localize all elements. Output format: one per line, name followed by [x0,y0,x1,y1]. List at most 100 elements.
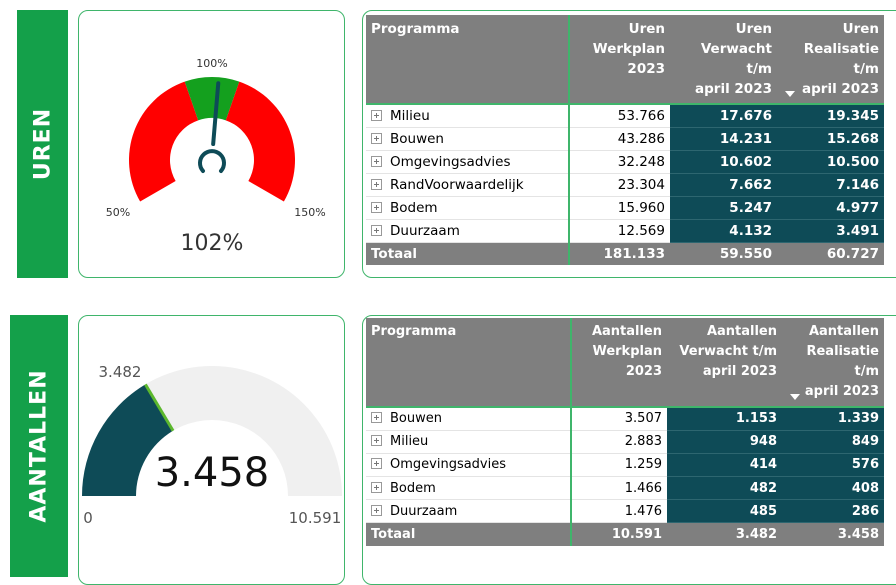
data-table: Programma Aantallen Werkplan 2023 Aantallen V… [366,318,884,547]
cell-text: Omgevingsadvies [390,153,511,170]
gauge-value: 102% [181,231,244,256]
table-cell: Duurzaam [366,219,570,243]
table-cell: Omgevingsadvies [366,150,570,174]
cell-text: Bouwen [390,130,444,147]
table-cell: 1.339 [782,407,884,431]
expand-icon [371,435,382,447]
gauge-value: 3.458 [155,450,270,496]
table-cell: Milieu [366,104,570,128]
data-table: Programma Uren Werkplan 2023 Uren Verwacht t/… [366,15,884,265]
table-cell: 14.231 [670,127,777,151]
table-cell: Bouwen [366,407,572,431]
column-header: Programma [366,15,570,105]
cell-text: Milieu [390,434,429,450]
header-text: Programma [371,21,460,37]
table-cell: 15.268 [777,127,884,151]
gauge-fill [82,384,173,496]
cell-text: 15.268 [826,130,879,147]
gauge-hub [198,149,226,173]
cell-text: 10.500 [826,153,879,170]
table-cell: 408 [782,476,884,501]
cell-text: 1.339 [837,411,879,427]
gauge-band [129,81,199,202]
cell-text: Totaal [371,527,416,543]
header-text: april 2023 [695,81,772,97]
section-label-bar: UREN [17,10,68,278]
sort-arrow [790,394,800,400]
cell-text: 4.132 [729,222,772,239]
gauge-max-label: 150% [294,206,325,219]
table-cell: 948 [667,430,782,454]
gauge-band [225,81,295,202]
header-text: april 2023 [802,81,879,97]
expand-icon [371,109,382,121]
gauge-target-label: 100% [196,57,227,70]
header-text: Programma [371,324,457,339]
table-cell: 19.345 [777,104,884,128]
gauge-needle [211,81,221,147]
header-text: Uren [842,21,879,37]
table-cell: 1.259 [571,453,667,478]
table-cell: 60.727 [777,242,884,265]
gauge-min-label: 50% [106,206,130,219]
cell-text: 181.133 [603,245,666,262]
table-cell: Milieu [366,430,572,454]
table-cell: 1.476 [571,499,667,524]
table-cell: 4.132 [670,219,777,243]
cell-text: Duurzaam [390,222,460,239]
table-cell: 414 [667,453,782,478]
table-cell: Bodem [366,476,572,501]
table-cell: 7.146 [777,173,884,197]
header-text: Uren [628,21,665,37]
expand-icon [371,224,382,236]
table-cell: 53.766 [569,104,670,128]
table-cell: 1.153 [667,407,782,431]
table-row: Milieu 53.766 17.676 19.345 [366,104,884,128]
cell-text: 59.550 [719,245,772,262]
table-cell: Bouwen [366,127,570,151]
table-row: RandVoorwaardelijk 23.304 7.662 7.146 [366,173,884,197]
header-text: Aantallen [706,324,777,339]
expand-icon [371,481,382,493]
table-cell: Bodem [366,196,570,220]
column-header: Uren Realisatie t/m april 2023 [777,15,884,105]
column-header: Aantallen Werkplan 2023 [571,318,667,408]
expand-icon [371,412,382,424]
header-text: Aantallen [808,324,879,339]
cell-text: 1.259 [624,457,662,473]
cell-text: 849 [851,434,879,450]
cell-text: 1.153 [735,411,777,427]
cell-text: 10.602 [719,153,772,170]
table-cell: 286 [782,499,884,524]
table-cell: 15.960 [569,196,670,220]
cell-text: Bodem [390,199,438,216]
header-text: Uren [735,21,772,37]
expand-icon [371,155,382,167]
column-header: Programma [366,318,572,408]
total-row: Totaal 181.133 59.550 60.727 [366,242,884,265]
table-cell: 2.883 [571,430,667,454]
column-header: Uren Verwacht t/m april 2023 [670,15,777,105]
cell-text: 19.345 [826,107,879,124]
gauge-min-label: 0 [83,509,93,527]
cell-text: 17.676 [719,107,772,124]
cell-text: 2.883 [624,434,662,450]
header-row: Programma Aantallen Werkplan 2023 Aantallen V… [366,318,884,408]
header-text: Verwacht t/m [679,344,777,359]
cell-text: 10.591 [611,527,662,543]
cell-text: 948 [749,434,777,450]
gauge-target [144,383,175,432]
cell-text: Omgevingsadvies [390,457,507,473]
table-row: Bodem 15.960 5.247 4.977 [366,196,884,220]
cell-text: 4.977 [836,199,879,216]
table-cell: 576 [782,453,884,478]
table-cell: 5.247 [670,196,777,220]
table-cell: Omgevingsadvies [366,453,572,478]
cell-text: Duurzaam [390,503,458,519]
cell-text: 7.146 [836,176,879,193]
table-cell: 849 [782,430,884,454]
sort-arrow [785,91,795,97]
table-cell: Duurzaam [366,499,572,524]
